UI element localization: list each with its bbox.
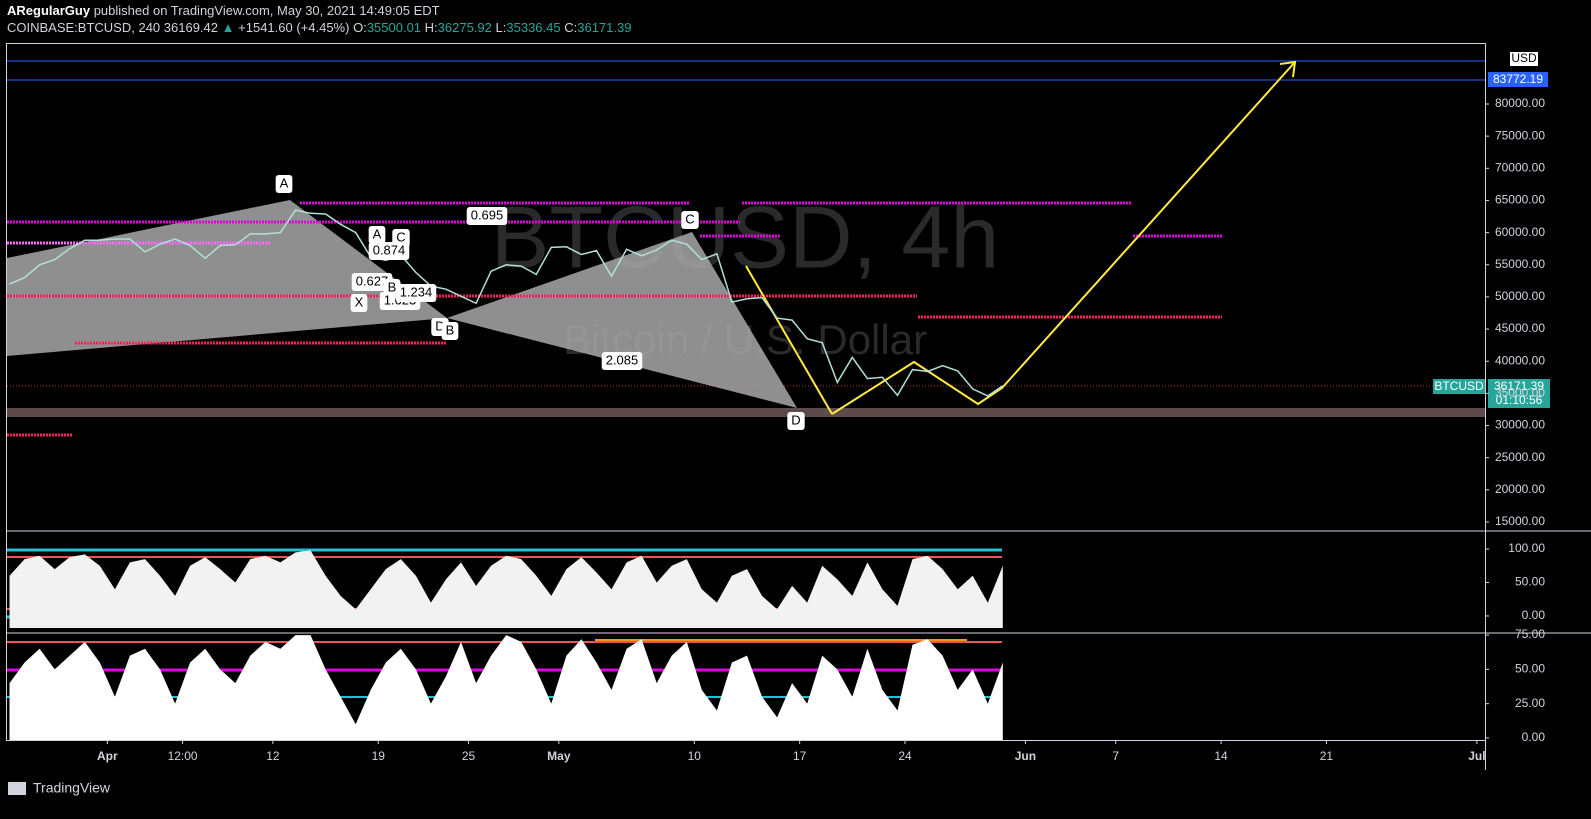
pattern-label-box — [275, 175, 293, 193]
y-tick-label: 75000.00 — [1495, 128, 1545, 142]
pattern-label: A — [280, 175, 289, 190]
y-tick-label: 0.00 — [1522, 608, 1546, 622]
pattern-label: D — [791, 412, 800, 427]
pattern-label: 0.695 — [471, 207, 504, 222]
pattern-label-box — [395, 284, 437, 302]
x-tick-label: Jul — [1468, 749, 1485, 763]
author-name: ARegularGuy — [7, 3, 91, 18]
footer-brand: TradingView — [33, 780, 111, 796]
y-tick-label: 15000.00 — [1495, 514, 1545, 528]
y-tick-label: 50.00 — [1515, 575, 1545, 589]
panel-frames — [6, 43, 1591, 770]
l-label: L: — [496, 20, 507, 35]
symbol-badge — [1433, 379, 1485, 394]
y-tick-label: 25000.00 — [1495, 450, 1545, 464]
y-tick-label: 60000.00 — [1495, 225, 1545, 239]
x-tick-label: 12 — [266, 749, 280, 763]
pattern-label-box — [368, 242, 410, 260]
pattern-label: B — [446, 322, 455, 337]
x-tick-label: Apr — [97, 749, 118, 763]
currency: USD — [1511, 51, 1537, 65]
c-label: C: — [564, 20, 577, 35]
y-tick-label: 75.00 — [1515, 627, 1545, 641]
harmonic-pattern — [447, 232, 797, 408]
y-tick-label: 0.00 — [1522, 730, 1546, 744]
last-price: 36171.39 — [1494, 379, 1544, 393]
y-tick-label: 80000.00 — [1495, 96, 1545, 110]
x-tick-label: 17 — [793, 749, 807, 763]
x-tick-label: May — [547, 749, 571, 763]
oscillator-area — [9, 635, 1003, 740]
oscillator-area — [9, 550, 1003, 628]
x-tick-label: 19 — [372, 749, 386, 763]
y-tick-label: 70000.00 — [1495, 160, 1545, 174]
y-tick-label: 30000.00 — [1495, 418, 1545, 432]
currency-badge — [1510, 52, 1538, 66]
y-tick-label: 25.00 — [1515, 696, 1545, 710]
pattern-label-box — [441, 322, 459, 340]
pattern-label: 0.874 — [373, 242, 406, 257]
low: 35336.45 — [506, 20, 560, 35]
published: published on TradingView.com, May 30, 20… — [94, 3, 440, 18]
price-badge — [1488, 379, 1550, 408]
pattern-label-box — [681, 211, 699, 229]
logo — [8, 782, 26, 795]
countdown: 01:10:56 — [1496, 393, 1543, 407]
pattern-label: A — [373, 226, 382, 241]
pattern-label-box — [368, 226, 386, 244]
change: +1541.60 (+4.45%) — [238, 20, 349, 35]
x-tick-label: 10 — [688, 749, 702, 763]
x-tick-label: 7 — [1112, 749, 1119, 763]
y-tick-label: 20000.00 — [1495, 482, 1545, 496]
level-badge — [1488, 72, 1548, 87]
y-tick-label: 45000.00 — [1495, 321, 1545, 335]
pattern-label: 2.085 — [606, 352, 639, 367]
open: 35500.01 — [367, 20, 421, 35]
o-label: O: — [353, 20, 367, 35]
y-tick-label: 100.00 — [1508, 541, 1545, 555]
x-tick-label: 14 — [1214, 749, 1228, 763]
author: ARegularGuy published on TradingView.com… — [7, 3, 440, 18]
y-tick-label: 50000.00 — [1495, 289, 1545, 303]
pattern-label-box — [466, 207, 508, 225]
y-tick-label: 55000.00 — [1495, 257, 1545, 271]
pattern-label: 1.234 — [400, 284, 433, 299]
pattern-label: C — [396, 229, 405, 244]
pattern-label: C — [685, 211, 694, 226]
pattern-label-box — [350, 294, 368, 312]
x-tick-label: Jun — [1015, 749, 1036, 763]
pattern-label: 0.627 — [356, 273, 389, 288]
high: 36275.92 — [438, 20, 492, 35]
y-tick-label: 50.00 — [1515, 662, 1545, 676]
x-tick-label: 24 — [898, 749, 912, 763]
arrows — [745, 60, 1297, 415]
symbol: COINBASE:BTCUSD, 240 — [7, 20, 160, 35]
x-tick-label: 12:00 — [168, 749, 198, 763]
close: 36171.39 — [577, 20, 631, 35]
ohlc: COINBASE:BTCUSD, 240 36169.42 ▲ +1541.60… — [7, 20, 631, 35]
support-zone — [7, 408, 1485, 417]
pattern-label-box — [351, 273, 393, 291]
arrow: ▲ — [222, 20, 235, 35]
pattern-label: X — [355, 294, 364, 309]
x-tick-label: 25 — [462, 749, 476, 763]
last-symbol: BTCUSD — [1434, 379, 1484, 393]
level-label: 83772.19 — [1493, 72, 1543, 86]
y-tick-label: 40000.00 — [1495, 353, 1545, 367]
pattern-label: D — [435, 318, 444, 333]
price-line — [9, 209, 1004, 397]
x-tick-label: 21 — [1320, 749, 1334, 763]
y-tick-label: 65000.00 — [1495, 193, 1545, 207]
price: 36169.42 — [164, 20, 218, 35]
y-tick-label: 35000.00 — [1495, 386, 1545, 400]
pattern-label-box — [601, 352, 643, 370]
pattern-label-box — [787, 412, 805, 430]
pattern-label: B — [388, 279, 397, 294]
h-label: H: — [425, 20, 438, 35]
plot-area — [9, 209, 1004, 740]
